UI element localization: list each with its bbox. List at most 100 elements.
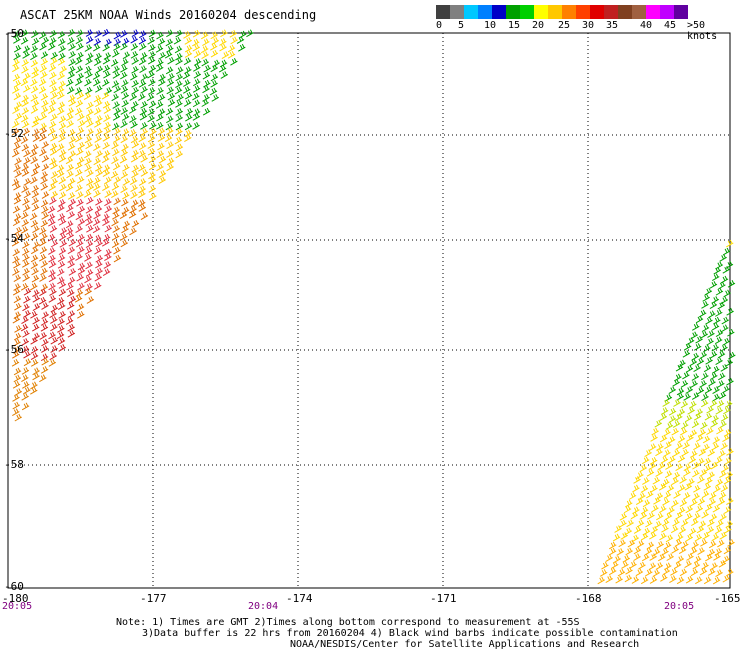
wind-barb [67,260,75,269]
wind-barb [695,315,704,324]
wind-barb [57,72,65,80]
wind-barb [85,206,94,214]
wind-barb [59,239,68,248]
wind-barb [12,218,21,227]
wind-barb [58,52,66,61]
wind-barb [130,72,138,81]
wind-barb [687,478,695,486]
wind-barb [23,350,31,359]
wind-barb [699,567,708,576]
wind-barb [31,203,40,212]
wind-barb [670,568,678,576]
wind-barb [662,497,670,506]
wind-barb [13,374,22,383]
wind-barb [183,86,191,94]
wind-barb [695,505,704,513]
wind-barb [38,227,47,235]
wind-barb [104,248,112,257]
wind-barb [652,476,661,485]
wind-barb [102,79,110,87]
wind-barb [147,70,155,79]
wind-barb [696,386,705,395]
wind-barb [112,206,120,215]
wind-barb [12,394,20,402]
wind-barb [712,436,721,445]
wind-barb [697,475,705,484]
wind-barb [39,374,47,383]
wind-barb [662,399,670,407]
wind-barb [32,323,40,332]
wind-barb [202,107,211,116]
wind-barb [705,553,713,562]
legend-swatch [604,5,618,19]
wind-barb [712,504,721,513]
wind-barb [48,218,56,227]
wind-barb [708,310,716,319]
wind-barb [57,268,65,277]
wind-barb [84,213,93,222]
wind-barb [636,540,645,548]
wind-barb [39,42,47,51]
wind-barb [38,78,47,87]
wind-barb [77,120,86,128]
wind-barb [680,519,689,527]
wind-barb [75,289,84,297]
wind-barb [139,30,147,39]
wind-barb [677,435,686,443]
wind-barb [47,205,56,214]
wind-barb [639,512,648,520]
wind-barb [625,547,633,556]
wind-barb [715,357,723,365]
lat-label: -50 [4,27,24,40]
wind-barb [156,58,164,67]
note-line-2: 3)Data buffer is 22 hrs from 20160204 4)… [142,628,678,639]
wind-barb [31,190,40,199]
wind-barb [94,273,103,282]
wind-barb [75,212,84,221]
wind-barb [120,120,128,128]
wind-barb [665,534,674,543]
wind-barb [102,183,110,192]
wind-barb [21,367,30,375]
wind-barb [131,101,139,109]
wind-barb [130,184,138,192]
wind-barb [148,29,157,38]
wind-barb [86,108,94,117]
wind-barb [31,99,40,108]
wind-barb [112,65,120,74]
wind-barb [635,568,644,577]
wind-barb [130,35,138,44]
wind-barb [30,59,39,68]
wind-barb [13,367,22,376]
wind-barb [130,154,139,163]
wind-barb [84,78,92,87]
wind-barb [721,464,729,473]
wind-barb [49,148,58,156]
wind-barb [12,255,20,264]
wind-barb [103,127,111,135]
wind-barb [22,247,30,256]
wind-barb [65,317,74,325]
wind-barb [121,128,130,137]
wind-barb [84,254,92,262]
wind-barb [68,136,77,144]
wind-barb [39,112,48,121]
legend-swatch [506,5,520,19]
wind-barb [713,485,721,493]
wind-barb [635,497,644,506]
wind-barb [718,372,726,381]
wind-barb [39,64,48,73]
wind-barb [131,66,139,74]
wind-barb [74,107,83,116]
wind-barb [173,36,182,45]
wind-barb [30,93,38,102]
wind-barb [131,79,139,88]
wind-barb [210,79,218,88]
wind-barb [686,434,694,442]
wind-barb [672,471,681,480]
wind-barb [113,43,121,51]
wind-barb [13,52,21,61]
wind-barb [685,512,693,521]
wind-barb [58,38,66,46]
wind-barb [711,296,720,304]
